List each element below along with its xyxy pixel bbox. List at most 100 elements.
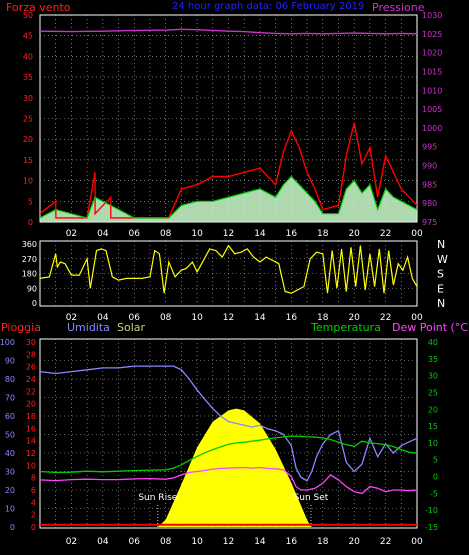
compass-label: S xyxy=(437,268,444,281)
wind-average-fill xyxy=(40,176,417,222)
x-tick-label: 14 xyxy=(254,229,266,239)
sun-set-label: Sun Set xyxy=(294,493,329,503)
dewpoint-line xyxy=(39,466,418,495)
umidita-label: Umidita xyxy=(67,321,110,334)
temperature-tick-label: 20 xyxy=(428,405,438,414)
direction-tick-label: 270 xyxy=(22,255,37,264)
pressure-tick-label: 1010 xyxy=(422,86,442,95)
wind-tick-label: 20 xyxy=(23,135,33,144)
rain-tick-label: 14 xyxy=(26,437,36,446)
x-tick-label: 04 xyxy=(97,229,109,239)
x-tick-label: 00 xyxy=(411,313,423,323)
x-tick-label: 02 xyxy=(66,229,77,239)
pressure-tick-label: 1000 xyxy=(422,124,442,133)
temperature-tick-label: 40 xyxy=(428,338,438,347)
pressure-tick-label: 1005 xyxy=(422,105,442,114)
chart-title: 24 hour graph data: 06 February 2019 xyxy=(172,1,364,12)
wind-gust-line xyxy=(39,122,418,219)
x-tick-label: 22 xyxy=(380,229,391,239)
x-tick-label: 12 xyxy=(223,229,234,239)
rain-tick-label: 20 xyxy=(26,400,36,409)
humidity-tick-label: 20 xyxy=(5,486,15,495)
x-tick-label: 10 xyxy=(191,537,203,547)
temperature-tick-label: -5 xyxy=(430,489,438,498)
direction-tick-label: 0 xyxy=(32,299,37,308)
pressure-tick-label: 975 xyxy=(422,218,437,227)
temperature-tick-label: -15 xyxy=(425,523,438,532)
humidity-tick-label: 70 xyxy=(5,394,15,403)
x-tick-label: 04 xyxy=(97,537,109,547)
x-tick-label: 06 xyxy=(129,229,141,239)
rain-tick-label: 30 xyxy=(26,338,36,347)
x-tick-label: 22 xyxy=(380,313,391,323)
temperature-tick-label: 35 xyxy=(428,355,438,364)
humidity-tick-label: 90 xyxy=(5,357,15,366)
climate-marks: Sun Rise Sun Set xyxy=(39,365,418,527)
humidity-tick-label: 60 xyxy=(5,412,15,421)
rain-tick-label: 0 xyxy=(31,523,36,532)
wind-tick-label: 30 xyxy=(23,94,33,103)
wind-direction-line xyxy=(39,244,418,294)
x-tick-label: 08 xyxy=(160,229,172,239)
pressure-tick-label: 980 xyxy=(422,199,437,208)
wind-marks xyxy=(39,28,418,222)
x-tick-label: 06 xyxy=(129,313,141,323)
wind-tick-label: 0 xyxy=(28,218,33,227)
x-tick-label: 04 xyxy=(97,313,109,323)
x-tick-label: 08 xyxy=(160,313,172,323)
wind-tick-label: 50 xyxy=(23,11,33,20)
rain-tick-label: 16 xyxy=(26,424,36,433)
temperature-tick-label: 0 xyxy=(433,473,438,482)
x-tick-label: 18 xyxy=(317,229,329,239)
humidity-tick-label: 100 xyxy=(0,338,15,347)
direction-marks xyxy=(39,244,418,294)
rain-tick-label: 6 xyxy=(31,486,36,495)
pressure-tick-label: 1025 xyxy=(422,30,442,39)
x-tick-label: 00 xyxy=(411,537,423,547)
climate-tick-labels: 0102030405060708090100024681012141618202… xyxy=(0,338,438,547)
x-tick-label: 16 xyxy=(286,537,298,547)
pressure-line xyxy=(39,28,418,35)
rain-tick-label: 18 xyxy=(26,412,36,421)
direction-tick-label: 180 xyxy=(22,270,37,279)
pressure-tick-label: 995 xyxy=(422,143,437,152)
dewpoint-label: Dew Point (°C) xyxy=(392,321,469,334)
x-tick-label: 20 xyxy=(348,537,360,547)
compass-label: N xyxy=(437,297,445,310)
x-tick-label: 12 xyxy=(223,537,234,547)
rain-tick-label: 12 xyxy=(26,449,36,458)
x-tick-label: 22 xyxy=(380,537,391,547)
rain-tick-label: 26 xyxy=(26,363,36,372)
direction-tick-label: 90 xyxy=(27,284,37,293)
temperature-tick-label: 30 xyxy=(428,372,438,381)
x-tick-label: 10 xyxy=(191,229,203,239)
climate-panel: Sun Rise Sun Set 010203040506070809010002… xyxy=(0,321,469,547)
x-tick-label: 20 xyxy=(348,229,360,239)
x-tick-label: 18 xyxy=(317,537,329,547)
humidity-tick-label: 0 xyxy=(10,523,15,532)
rain-tick-label: 24 xyxy=(26,375,36,384)
rain-tick-label: 28 xyxy=(26,350,36,359)
wind-tick-label: 10 xyxy=(23,177,33,186)
rain-tick-label: 8 xyxy=(31,474,36,483)
wind-axis-label: Forza vento xyxy=(6,1,71,14)
wind-tick-label: 45 xyxy=(23,32,33,41)
humidity-tick-label: 30 xyxy=(5,468,15,477)
humidity-tick-label: 50 xyxy=(5,431,15,440)
x-tick-label: 02 xyxy=(66,537,77,547)
x-tick-label: 14 xyxy=(254,313,266,323)
pressure-tick-label: 1015 xyxy=(422,67,442,76)
x-tick-label: 08 xyxy=(160,537,172,547)
direction-tick-label: 360 xyxy=(22,240,37,249)
x-tick-label: 00 xyxy=(411,229,423,239)
temperature-tick-label: 10 xyxy=(428,439,438,448)
compass-label: W xyxy=(437,253,448,266)
wind-tick-label: 35 xyxy=(23,73,33,82)
humidity-tick-label: 40 xyxy=(5,449,15,458)
wind-pressure-panel: 0510152025303540455097598098599099510001… xyxy=(6,1,442,239)
x-tick-label: 02 xyxy=(66,313,77,323)
rain-tick-label: 2 xyxy=(31,511,36,520)
temperature-tick-label: 15 xyxy=(428,422,438,431)
